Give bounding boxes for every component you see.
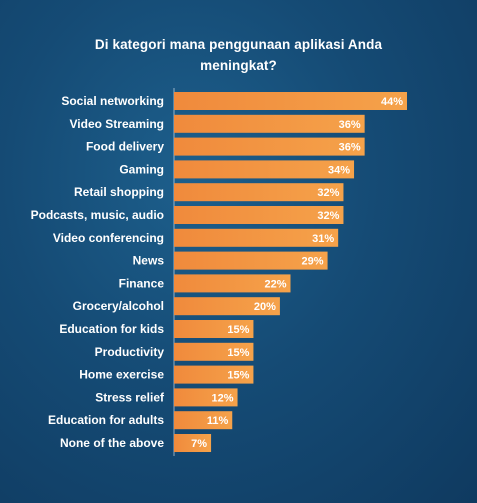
value-label: 15% xyxy=(227,370,249,382)
chart-title-line-1: Di kategori mana penggunaan aplikasi And… xyxy=(94,37,383,52)
bar xyxy=(174,342,254,361)
category-label: None of the above xyxy=(60,436,164,450)
category-label: Retail shopping xyxy=(74,185,164,199)
value-label: 31% xyxy=(312,233,334,245)
value-label: 20% xyxy=(254,301,276,313)
bar xyxy=(174,434,212,452)
chart-title: Di kategori mana penggunaan aplikasi And… xyxy=(0,34,477,76)
value-label: 44% xyxy=(381,96,403,108)
category-label: Video Streaming xyxy=(70,117,164,131)
category-label: Education for kids xyxy=(59,322,164,336)
value-label: 12% xyxy=(212,392,234,404)
value-label: 7% xyxy=(191,438,207,450)
category-label: Podcasts, music, audio xyxy=(31,208,164,222)
value-label: 32% xyxy=(317,187,339,199)
bar xyxy=(174,160,355,179)
value-label: 22% xyxy=(264,278,286,290)
category-label: Home exercise xyxy=(79,368,164,382)
bar xyxy=(174,274,291,293)
bar xyxy=(174,228,339,247)
chart-title-line-2: meningkat? xyxy=(200,58,277,73)
category-label: Education for adults xyxy=(48,413,164,427)
bar xyxy=(174,137,365,156)
value-label: 15% xyxy=(227,347,249,359)
bar xyxy=(174,114,365,133)
category-label: Productivity xyxy=(95,345,165,359)
category-label: Gaming xyxy=(119,162,164,176)
value-label: 15% xyxy=(227,324,249,336)
bar xyxy=(174,365,254,384)
category-label: Food delivery xyxy=(86,140,164,154)
bar xyxy=(174,297,280,316)
bar xyxy=(174,92,407,110)
value-label: 32% xyxy=(317,210,339,222)
category-label: Video conferencing xyxy=(53,231,164,245)
value-label: 29% xyxy=(302,256,324,268)
bar xyxy=(174,251,328,270)
value-label: 36% xyxy=(339,142,361,154)
category-label: Stress relief xyxy=(95,390,165,404)
category-label: Grocery/alcohol xyxy=(73,299,164,313)
category-label: News xyxy=(133,254,165,268)
value-label: 36% xyxy=(339,119,361,131)
bar xyxy=(174,411,233,430)
bar xyxy=(174,206,344,224)
bar xyxy=(174,320,254,338)
bars-group: Social networking 44% Video Streaming 36% Fo… xyxy=(31,92,407,452)
category-label: Social networking xyxy=(61,94,164,108)
bar xyxy=(174,183,344,202)
value-label: 11% xyxy=(207,415,229,427)
bar xyxy=(174,388,238,407)
value-label: 34% xyxy=(328,164,350,176)
category-label: Finance xyxy=(119,276,165,290)
